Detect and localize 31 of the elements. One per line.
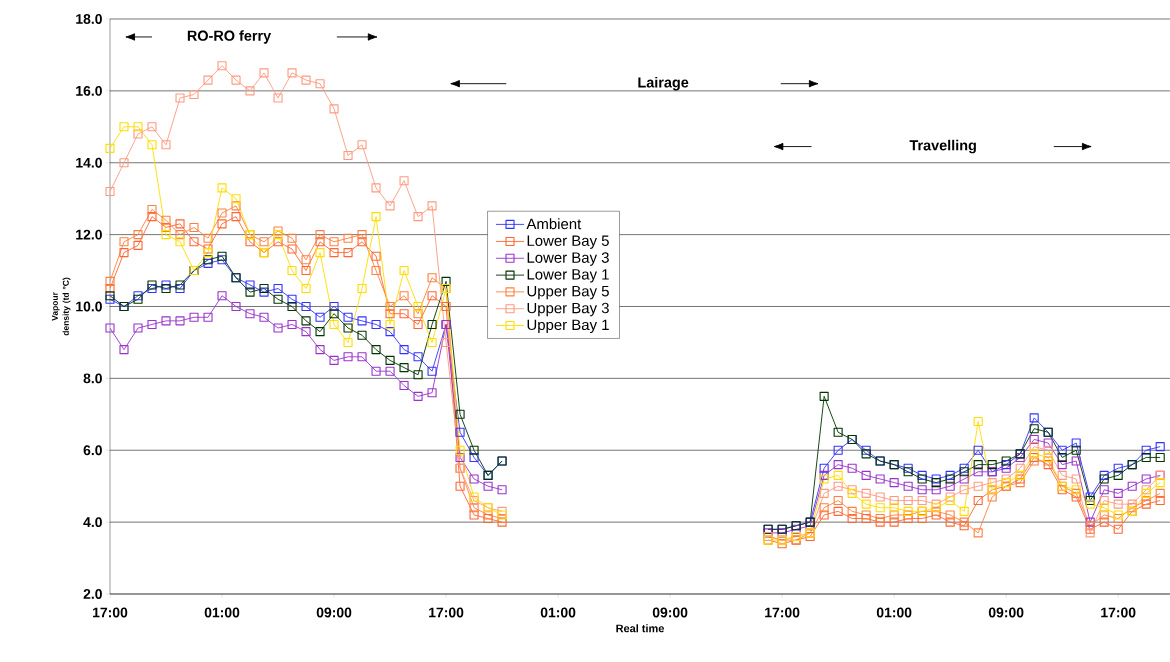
legend-label: Lower Bay 5 — [527, 235, 609, 249]
y-tick-label: 6.0 — [83, 445, 102, 456]
annotation: Travelling — [909, 139, 976, 154]
x-tick-label: 01:00 — [204, 607, 240, 618]
y-axis-title: Vapour density (td °C) — [51, 277, 71, 336]
legend-label: Upper Bay 1 — [527, 319, 609, 334]
x-tick-label: 09:00 — [316, 607, 352, 618]
legend-label: Lower Bay 1 — [527, 269, 609, 283]
x-tick-label: 01:00 — [540, 607, 576, 618]
x-tick-label: 09:00 — [652, 607, 688, 618]
legend-label: Upper Bay 3 — [527, 302, 609, 317]
x-axis-title: Real time — [616, 624, 664, 633]
legend-label: Ambient — [526, 218, 582, 230]
legend-label: Lower Bay 3 — [527, 252, 609, 266]
annotation: RO-RO ferry — [187, 30, 272, 44]
y-tick-label: 14.0 — [76, 157, 102, 168]
y-tick-label: 18.0 — [76, 14, 102, 24]
y-tick-label: 8.0 — [83, 373, 102, 384]
y-tick-label: 16.0 — [76, 85, 102, 96]
y-tick-label: 12.0 — [76, 229, 102, 240]
x-tick-label: 17:00 — [93, 607, 128, 618]
x-tick-label: 17:00 — [765, 607, 800, 618]
x-tick-label: 09:00 — [988, 607, 1024, 618]
x-tick-label: 17:00 — [1101, 607, 1136, 618]
y-tick-label: 10.0 — [76, 301, 102, 312]
legend-label: Upper Bay 5 — [527, 285, 609, 300]
x-tick-label: 01:00 — [876, 607, 912, 618]
y-tick-label: 2.0 — [83, 589, 102, 599]
y-tick-label: 4.0 — [83, 517, 102, 528]
x-tick-label: 17:00 — [429, 607, 464, 618]
annotation: Lairage — [638, 76, 689, 91]
